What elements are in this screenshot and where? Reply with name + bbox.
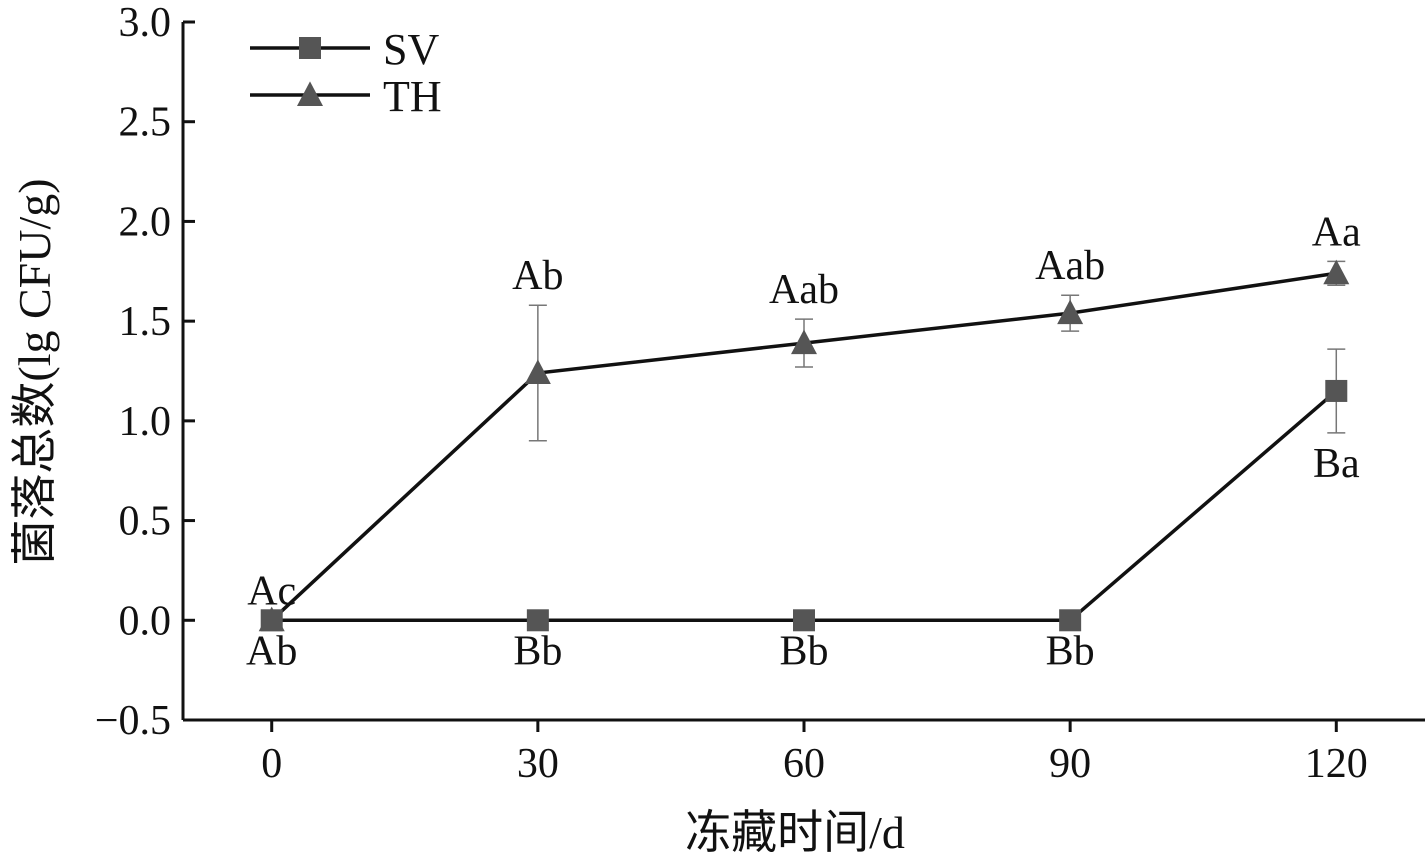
sv-point	[1059, 609, 1082, 632]
sv-point	[793, 609, 815, 632]
x-axis-ticks: 0 30 60 90 120	[261, 720, 1368, 787]
legend-sv-marker	[299, 37, 321, 59]
x-tick-label: 0	[261, 741, 282, 787]
sv-point-label: Ba	[1313, 441, 1360, 487]
y-tick-label: 0.5	[119, 499, 172, 545]
sv-point-label: Bb	[1046, 628, 1095, 674]
y-tick-label: 0.0	[119, 598, 172, 644]
th-point	[791, 329, 817, 355]
sv-point-label: Bb	[513, 628, 562, 674]
series-markers	[258, 259, 1350, 632]
th-point-label: Aab	[769, 267, 839, 313]
sv-point	[1325, 379, 1348, 402]
sv-point-label: Bb	[779, 628, 828, 674]
th-point-label: Aab	[1035, 243, 1105, 289]
th-point	[524, 359, 551, 384]
th-point-label: Aa	[1312, 209, 1361, 255]
y-axis-title: 菌落总数(lg CFU/g)	[9, 178, 60, 565]
sv-point	[526, 609, 549, 632]
x-tick-label: 60	[783, 741, 825, 787]
point-labels: Ab Bb Bb Bb Ba Ac Ab Aab Aab Aa	[246, 209, 1361, 674]
error-bars	[528, 260, 1346, 442]
y-tick-label: 1.5	[119, 299, 172, 345]
y-tick-label: 2.5	[119, 100, 172, 146]
th-point-label: Ac	[247, 568, 296, 614]
sv-series-line	[271, 389, 1338, 623]
th-point	[258, 606, 285, 632]
y-tick-label: 3.0	[119, 0, 172, 46]
legend-th-marker	[297, 81, 323, 106]
y-tick-label: −0.5	[95, 698, 171, 744]
y-tick-label: 1.0	[119, 399, 172, 445]
legend-th-label: TH	[383, 72, 442, 121]
th-point-label: Ab	[512, 253, 563, 299]
y-axis-ticks: −0.5 0.0 0.5 1.0 1.5 2.0 2.5 3.0	[95, 0, 195, 744]
x-axis-title: 冻藏时间/d	[685, 807, 905, 858]
x-tick-label: 30	[517, 741, 559, 787]
x-tick-label: 90	[1049, 741, 1091, 787]
legend-sv-label: SV	[383, 25, 439, 74]
x-tick-label: 120	[1305, 741, 1368, 787]
th-point	[1057, 299, 1084, 325]
th-point	[1323, 259, 1350, 285]
y-tick-label: 2.0	[119, 199, 172, 245]
sv-point-label: Ab	[246, 628, 297, 674]
